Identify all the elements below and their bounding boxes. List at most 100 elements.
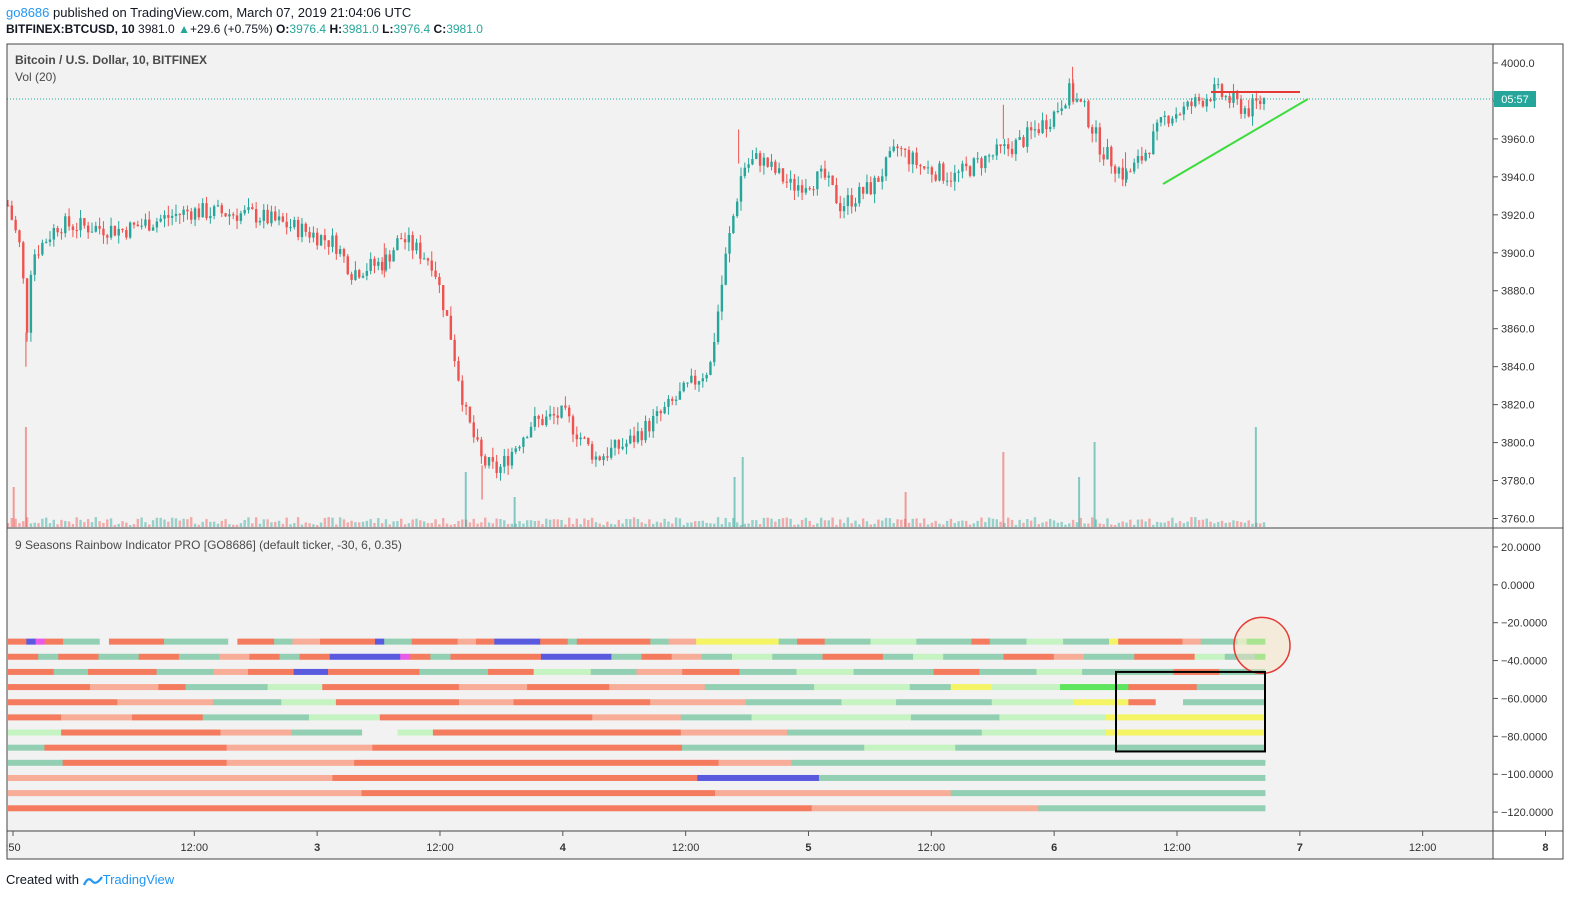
volume-bar [961,520,964,527]
candle-body [953,172,956,182]
candle-body [1129,171,1132,173]
candle-body [972,158,976,176]
rainbow-segment [611,653,642,660]
time-axis[interactable]: :5012:00312:00412:00512:00612:00712:0081… [5,831,1580,854]
volume-bar [106,519,109,527]
volume-bar [1071,519,1075,527]
volume-bar [827,520,830,527]
rainbow-segment [1182,638,1202,645]
rainbow-segment [991,699,1075,706]
candle-body [400,238,403,240]
volume-bar [755,520,758,527]
time-tick-label: 7 [1297,842,1303,854]
volume-bar [1045,521,1048,527]
author-link[interactable]: go8686 [6,5,50,20]
rainbow-segment [400,653,411,660]
volume-bar [735,522,739,527]
volume-bar [358,522,361,527]
volume-bar [1197,520,1201,527]
volume-bar [1049,518,1052,527]
volume-bar [373,522,376,527]
candle-body [373,258,376,266]
volume-bar [525,520,529,527]
volume-bar [892,523,895,527]
candle-body [1155,122,1159,132]
candle-body [1144,152,1147,161]
rainbow-segment [61,729,221,736]
candle-body [300,223,304,238]
volume-bar [487,522,491,527]
volume-bar [1159,522,1163,527]
volume-bar [109,518,113,527]
volume-bar [1239,522,1243,527]
candle-body [316,232,319,246]
candle-body [254,208,258,223]
candle-body [1133,162,1136,172]
volume-bar [239,523,243,527]
volume-bar [193,523,197,527]
volume-bar [121,521,124,527]
rainbow-segment [943,653,1004,660]
rainbow-segment [458,699,514,706]
rainbow-segment [8,744,45,751]
volume-bar [449,524,453,527]
candle-body [75,230,78,232]
symbol-label: Bitcoin / U.S. Dollar, 10, BITFINEX [15,53,207,67]
candle-body [823,168,827,178]
candle-body [419,242,422,259]
volume-bar [686,522,689,527]
volume-bar [1205,518,1208,527]
volume-bar [1236,521,1239,527]
chart-frame [6,43,1564,860]
volume-bar [335,524,338,527]
candle-body [1251,98,1254,117]
rainbow-segment [410,653,431,660]
candle-body [602,456,605,461]
rainbow-segment [178,653,220,660]
candle-body [407,235,411,243]
volume-bar [262,519,265,527]
rainbow-segment [354,759,719,766]
price-axis[interactable]: 4000.03980.03960.03940.03920.03900.03880… [1493,58,1535,526]
rainbow-segment [138,653,180,660]
candle-body [117,228,120,236]
volume-bar [94,517,98,527]
indicator-label: 9 Seasons Rainbow Indicator PRO [GO8686]… [15,538,402,552]
rainbow-segment [185,684,268,691]
candle-body [1239,99,1243,114]
candle-body [968,166,972,176]
rainbow-segment [158,684,187,691]
tradingview-link[interactable]: TradingView [102,872,175,887]
rainbow-segment [475,638,495,645]
rainbow-segment [680,714,752,721]
rainbow-segment [910,714,1000,721]
volume-bar [1079,517,1082,527]
candle-body [686,382,689,384]
candle-body [1190,101,1193,107]
rainbow-segment [971,638,991,645]
candle-body [495,461,498,474]
volume-bar [480,522,483,527]
indicator-axis[interactable]: 20.0000 0.0000 −20.0000 −40.0000 −60.0000 −80… [1493,542,1553,819]
candle-body [22,242,25,279]
time-tick-label: 3 [314,842,320,854]
candle-body [1060,108,1063,112]
rainbow-segment [44,744,228,751]
volume-bar [400,518,403,527]
candle-body [327,240,330,247]
volume-bar [1102,524,1105,527]
rainbow-segment [668,638,697,645]
rainbow-segment [791,759,1266,766]
time-tick-label: 6 [1051,842,1057,854]
volume-bar [518,521,521,527]
rainbow-segment [864,744,956,751]
volume-bar [644,523,647,527]
candle-body [377,261,380,266]
candle-body [323,235,327,241]
volume-bar [808,520,811,527]
volume-bar [571,523,575,527]
price-tick-label: 3860.0 [1501,324,1535,336]
time-tick-label: 12:00 [426,842,454,854]
candle-body [182,209,185,215]
